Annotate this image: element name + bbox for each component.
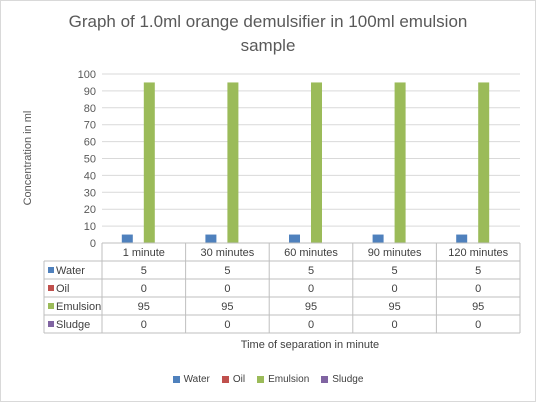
table-legend-key bbox=[48, 285, 54, 291]
table-series-label: Water bbox=[56, 265, 85, 277]
table-legend-key bbox=[48, 267, 54, 273]
legend-item-emulsion: Emulsion bbox=[257, 374, 309, 385]
y-tick-label: 70 bbox=[84, 120, 96, 132]
table-value: 5 bbox=[475, 265, 481, 277]
table-value: 5 bbox=[224, 265, 230, 277]
bar-water-4 bbox=[456, 234, 468, 243]
table-value: 5 bbox=[141, 265, 147, 277]
table-value: 95 bbox=[472, 301, 484, 313]
legend-item-water: Water bbox=[172, 374, 210, 385]
category-label: 90 minutes bbox=[368, 247, 422, 259]
bar-water-3 bbox=[372, 234, 384, 243]
legend-label: Emulsion bbox=[268, 374, 310, 385]
table-series-label: Oil bbox=[56, 283, 69, 295]
legend-swatch bbox=[172, 376, 180, 383]
table-value: 0 bbox=[308, 319, 314, 331]
legend: Water Oil Emulsion Sludge bbox=[0, 374, 536, 385]
category-label: 120 minutes bbox=[448, 247, 508, 259]
legend-label: Sludge bbox=[332, 374, 364, 385]
y-tick-label: 50 bbox=[84, 154, 96, 166]
legend-swatch bbox=[257, 376, 265, 383]
table-value: 0 bbox=[475, 283, 481, 295]
bar-water-2 bbox=[289, 234, 300, 243]
bar-emulsion-4 bbox=[478, 82, 490, 243]
table-value: 0 bbox=[392, 319, 398, 331]
table-value: 5 bbox=[392, 265, 398, 277]
table-value: 95 bbox=[138, 301, 150, 313]
table-value: 0 bbox=[308, 283, 314, 295]
bar-emulsion-0 bbox=[143, 82, 155, 243]
table-legend-key bbox=[48, 321, 54, 327]
table-series-label: Sludge bbox=[56, 319, 90, 331]
legend-swatch bbox=[321, 376, 329, 383]
bar-emulsion-3 bbox=[394, 82, 406, 243]
table-legend-key bbox=[48, 303, 54, 309]
category-label: 1 minute bbox=[123, 247, 165, 259]
y-tick-label: 0 bbox=[90, 238, 96, 250]
y-tick-label: 10 bbox=[84, 221, 96, 233]
legend-item-sludge: Sludge bbox=[321, 374, 363, 385]
category-label: 60 minutes bbox=[284, 247, 338, 259]
y-tick-label: 100 bbox=[78, 69, 96, 81]
bar-emulsion-1 bbox=[227, 82, 239, 243]
table-value: 0 bbox=[141, 319, 147, 331]
y-tick-label: 60 bbox=[84, 137, 96, 149]
legend-label: Water bbox=[183, 374, 210, 385]
y-tick-label: 20 bbox=[84, 204, 96, 216]
x-axis-label: Time of separation in minute bbox=[240, 339, 380, 351]
table-value: 95 bbox=[305, 301, 317, 313]
bar-emulsion-2 bbox=[311, 82, 322, 243]
bar-water-0 bbox=[121, 234, 133, 243]
table-value: 5 bbox=[308, 265, 314, 277]
category-label: 30 minutes bbox=[200, 247, 254, 259]
y-tick-label: 80 bbox=[84, 103, 96, 115]
y-tick-label: 90 bbox=[84, 86, 96, 98]
table-value: 0 bbox=[392, 283, 398, 295]
chart-title: Graph of 1.0ml orange demulsifier in 100… bbox=[68, 12, 468, 55]
bar-water-1 bbox=[205, 234, 217, 243]
y-tick-label: 40 bbox=[84, 170, 96, 182]
y-tick-label: 30 bbox=[84, 187, 96, 199]
table-value: 0 bbox=[224, 283, 230, 295]
legend-item-oil: Oil bbox=[221, 374, 246, 385]
table-value: 0 bbox=[224, 319, 230, 331]
table-value: 95 bbox=[221, 301, 233, 313]
table-value: 0 bbox=[475, 319, 481, 331]
table-value: 95 bbox=[388, 301, 400, 313]
legend-label: Oil bbox=[232, 374, 246, 385]
table-value: 0 bbox=[141, 283, 147, 295]
table-series-label: Emulsion bbox=[56, 301, 101, 313]
legend-swatch bbox=[221, 376, 229, 383]
